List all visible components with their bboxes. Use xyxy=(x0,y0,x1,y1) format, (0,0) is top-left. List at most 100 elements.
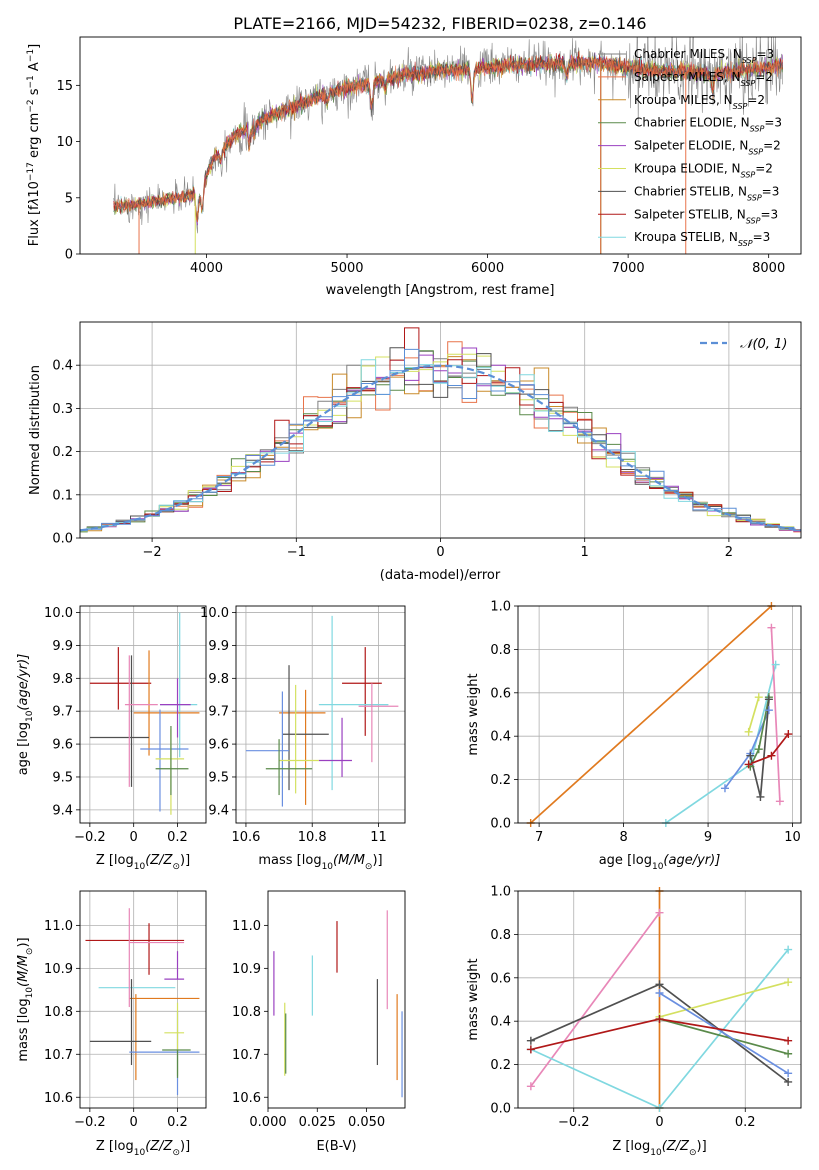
tick-label-y: 0 xyxy=(65,248,73,263)
plot-area xyxy=(113,37,783,254)
x-axis-label-part: ⊙ xyxy=(365,862,373,872)
tick-label-x: 0 xyxy=(130,830,138,845)
tick-label-x: 8000 xyxy=(752,261,785,276)
tick-label-y: 9.9 xyxy=(208,639,229,654)
tick-label-y: 9.4 xyxy=(52,803,73,818)
chart-mass_vs_z: −0.2 0 0.210.610.710.810.911.0Z [log10(Z/Z… xyxy=(16,890,207,1158)
legend-label-sub: SSP xyxy=(750,124,765,133)
tick-label-y: 10.0 xyxy=(44,606,73,621)
x-axis-label-part: )] xyxy=(372,853,382,868)
weight-marker xyxy=(526,1082,535,1091)
tick-label-y: 10.6 xyxy=(44,1091,73,1106)
tick-label-x: 10 xyxy=(784,830,801,845)
legend-label-sub: SSP xyxy=(733,101,748,110)
weight-marker xyxy=(720,784,729,793)
axes-frame xyxy=(79,36,802,255)
legend-label: Salpeter ELODIE, NSSP=2 xyxy=(634,139,781,157)
tick-label-x: 8 xyxy=(619,830,627,845)
tick-label-y: 0.8 xyxy=(490,643,511,658)
x-axis-label-part: )] xyxy=(180,1139,190,1154)
tick-label-x: −0.2 xyxy=(74,830,106,845)
legend-label: Kroupa ELODIE, NSSP=2 xyxy=(634,162,773,180)
tick-label-x: −2 xyxy=(143,545,162,560)
tick-label-y: 9.4 xyxy=(208,803,229,818)
legend-label-text: Chabrier ELODIE, N xyxy=(634,116,750,130)
tick-label-y: 0.6 xyxy=(490,971,511,986)
weight-line xyxy=(659,992,789,1075)
weight-line xyxy=(530,606,772,823)
x-axis-label-part: Z [log xyxy=(96,853,134,868)
tick-label-y: 1.0 xyxy=(490,600,511,615)
chart-weight_vs_z: −0.2 0 0.2 0.0 0.2 0.4 0.6 0.8 1.0 Z [log10(Z/Z⊙)… xyxy=(466,885,802,1158)
weight-marker xyxy=(744,760,753,769)
histogram-normal-curve xyxy=(80,348,801,531)
weight-marker xyxy=(771,660,780,669)
x-axis-label-part: (age/yr)] xyxy=(663,853,720,868)
tick-label-y: 0.4 xyxy=(52,359,73,374)
x-axis-label-part: ⊙ xyxy=(689,1148,697,1158)
weight-marker xyxy=(784,1069,793,1078)
tick-label-x: 0 xyxy=(655,1115,663,1130)
tick-label-x: 7 xyxy=(535,830,543,845)
tick-label-y: 11.0 xyxy=(44,919,73,934)
x-axis-label: Z [log10(Z/Z⊙)] xyxy=(96,853,190,872)
x-axis-label-part: 10 xyxy=(650,1148,662,1158)
histogram-chabrier-miles xyxy=(80,350,801,532)
chart-spectrum: 4000 5000 6000 7000 8000 0 5 10 15 wavelength [An… xyxy=(26,36,802,298)
tick-label-y: 0.4 xyxy=(490,1015,511,1030)
tick-label-y: 10.8 xyxy=(232,1005,261,1020)
tick-label-y: 10 xyxy=(56,135,73,150)
legend-label-suffix: =3 xyxy=(756,47,774,61)
legend-label: Kroupa MILES, NSSP=2 xyxy=(634,93,765,111)
weight-line xyxy=(530,912,661,1087)
y-axis-label-part: 10 xyxy=(25,710,35,722)
axes-frame xyxy=(79,321,802,539)
spectrum-line-chabrier-stelib xyxy=(113,51,783,221)
axes-frame xyxy=(517,605,802,824)
tick-label-y: 10.0 xyxy=(200,606,229,621)
weight-marker xyxy=(784,1077,793,1086)
tick-label-y: 10.7 xyxy=(44,1048,73,1063)
weight-line xyxy=(659,981,789,1018)
tick-label-y: 0.2 xyxy=(52,445,73,460)
tick-label-x: 0.2 xyxy=(167,1115,188,1130)
y-axis-label-part: (M/M xyxy=(16,955,31,987)
x-axis-label: mass [log10(M/M⊙)] xyxy=(258,853,382,872)
y-axis-label-part: A xyxy=(27,62,42,75)
normal-curve xyxy=(80,364,801,532)
weight-marker xyxy=(655,980,664,989)
tick-label-y: 9.8 xyxy=(208,672,229,687)
weight-line xyxy=(530,949,789,1108)
weight-marker xyxy=(655,988,664,997)
weight-marker xyxy=(744,727,753,736)
legend-label-sub: SSP xyxy=(747,193,762,202)
weight-line xyxy=(659,1018,789,1055)
x-axis-label-part: )] xyxy=(180,853,190,868)
plot-area xyxy=(80,327,801,533)
tick-label-y: 0.0 xyxy=(52,532,73,547)
axes-frame xyxy=(79,890,207,1109)
y-axis-label-part: mass [log xyxy=(16,998,31,1061)
weight-line xyxy=(747,696,760,733)
weight-marker xyxy=(784,978,793,987)
legend-label-suffix: =2 xyxy=(763,139,781,153)
plot-area xyxy=(530,606,789,823)
y-axis-label-part: s xyxy=(27,88,42,99)
legend-label-text: Kroupa MILES, N xyxy=(634,93,733,107)
tick-label-y: 5 xyxy=(65,191,73,206)
axes-frame xyxy=(235,605,406,824)
legend-label-text: Salpeter ELODIE, N xyxy=(634,139,748,153)
legend-label-text: Kroupa STELIB, N xyxy=(634,230,738,244)
histogram-kroupa-stelib xyxy=(80,359,801,532)
x-axis-label: wavelength [Angstrom, rest frame] xyxy=(326,283,555,298)
chart-age_vs_mass: 10.6 10.8 11 9.4 9.5 9.6 9.7 9.8 9.9 10.0 mass [lo… xyxy=(200,605,406,872)
x-axis-label-part: (Z/Z xyxy=(145,853,173,868)
tick-label-x: 0.050 xyxy=(348,1115,385,1130)
legend-label-suffix: =2 xyxy=(755,162,773,176)
x-axis-label: age [log10(age/yr)] xyxy=(599,853,721,872)
weight-marker xyxy=(784,1049,793,1058)
tick-label-y: 0.3 xyxy=(52,402,73,417)
tick-label-y: 9.7 xyxy=(52,705,73,720)
legend-label: Salpeter STELIB, NSSP=3 xyxy=(634,207,778,225)
